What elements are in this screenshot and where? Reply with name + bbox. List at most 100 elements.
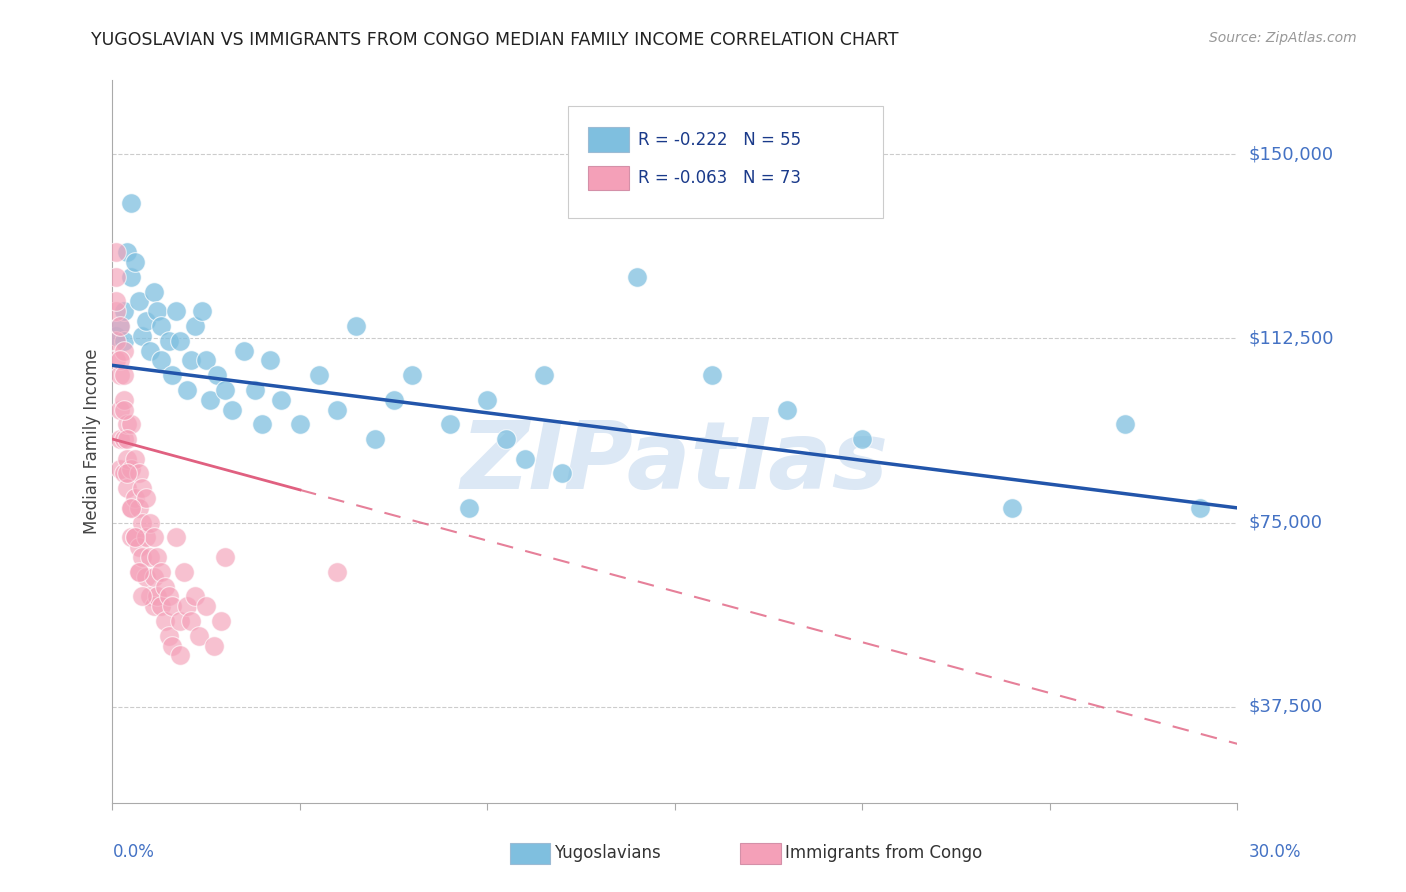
Point (162, 368, 184, 383)
Point (112, 343, 135, 358)
Point (513, 451, 536, 466)
Point (135, 570, 157, 584)
Point (105, 329, 128, 343)
Point (108, 319, 131, 334)
Point (105, 294, 128, 309)
FancyBboxPatch shape (588, 128, 628, 152)
Point (165, 530, 187, 544)
Point (439, 417, 461, 432)
Point (108, 402, 131, 417)
Text: Yugoslavians: Yugoslavians (554, 845, 661, 863)
Point (142, 570, 165, 584)
Point (364, 432, 387, 446)
Point (139, 516, 162, 530)
Point (457, 500, 479, 515)
Point (477, 392, 499, 407)
Point (270, 392, 292, 407)
Point (150, 353, 173, 368)
FancyBboxPatch shape (568, 105, 883, 218)
Point (105, 304, 128, 318)
Point (232, 343, 254, 358)
Point (120, 196, 142, 211)
Y-axis label: Median Family Income: Median Family Income (83, 349, 101, 534)
Point (131, 590, 153, 604)
Point (157, 590, 180, 604)
Point (176, 599, 198, 614)
Point (401, 368, 423, 383)
Point (195, 353, 218, 368)
Point (626, 269, 648, 284)
Point (124, 530, 146, 544)
Point (124, 451, 146, 466)
Point (131, 481, 153, 495)
Point (198, 392, 221, 407)
Point (117, 432, 139, 446)
Point (162, 599, 184, 614)
Point (326, 402, 349, 417)
Point (288, 417, 311, 432)
Point (1114, 417, 1136, 432)
Point (191, 304, 214, 318)
Point (252, 417, 274, 432)
Point (495, 432, 517, 446)
Point (195, 599, 218, 614)
Point (150, 599, 173, 614)
Point (165, 304, 187, 318)
Point (139, 549, 162, 564)
Point (105, 269, 128, 284)
FancyBboxPatch shape (740, 843, 780, 864)
Point (551, 467, 574, 481)
Point (153, 580, 176, 594)
Point (124, 491, 146, 505)
Point (150, 565, 173, 579)
Point (776, 402, 799, 417)
Point (105, 353, 128, 368)
Point (120, 461, 142, 475)
Text: ZIPatlas: ZIPatlas (461, 417, 889, 509)
FancyBboxPatch shape (509, 843, 550, 864)
Point (112, 392, 135, 407)
Point (169, 334, 191, 348)
Point (128, 467, 150, 481)
Point (344, 319, 367, 334)
Point (135, 314, 157, 328)
Point (184, 319, 207, 334)
Point (176, 383, 198, 397)
Point (108, 353, 131, 368)
Point (851, 432, 873, 446)
Point (120, 269, 142, 284)
Text: YUGOSLAVIAN VS IMMIGRANTS FROM CONGO MEDIAN FAMILY INCOME CORRELATION CHART: YUGOSLAVIAN VS IMMIGRANTS FROM CONGO MED… (91, 31, 898, 49)
Point (146, 304, 169, 318)
Point (169, 614, 191, 628)
Point (135, 491, 157, 505)
Point (120, 417, 142, 432)
Point (157, 629, 180, 643)
Point (146, 549, 169, 564)
Point (108, 432, 131, 446)
Point (209, 614, 232, 628)
Point (124, 530, 146, 544)
Text: 30.0%: 30.0% (1249, 843, 1301, 861)
Point (117, 467, 139, 481)
Point (169, 648, 191, 663)
Point (112, 467, 135, 481)
Point (112, 432, 135, 446)
Point (105, 245, 128, 260)
Text: $75,000: $75,000 (1249, 514, 1323, 532)
Point (124, 255, 146, 269)
Point (1188, 500, 1211, 515)
Point (221, 402, 243, 417)
Point (108, 368, 131, 383)
Point (326, 565, 349, 579)
Point (259, 353, 281, 368)
Point (108, 461, 131, 475)
Point (117, 245, 139, 260)
Point (142, 530, 165, 544)
Point (142, 599, 165, 614)
Point (112, 368, 135, 383)
Point (202, 639, 225, 653)
Point (128, 500, 150, 515)
Point (117, 417, 139, 432)
Point (150, 319, 173, 334)
Text: $37,500: $37,500 (1249, 698, 1323, 716)
